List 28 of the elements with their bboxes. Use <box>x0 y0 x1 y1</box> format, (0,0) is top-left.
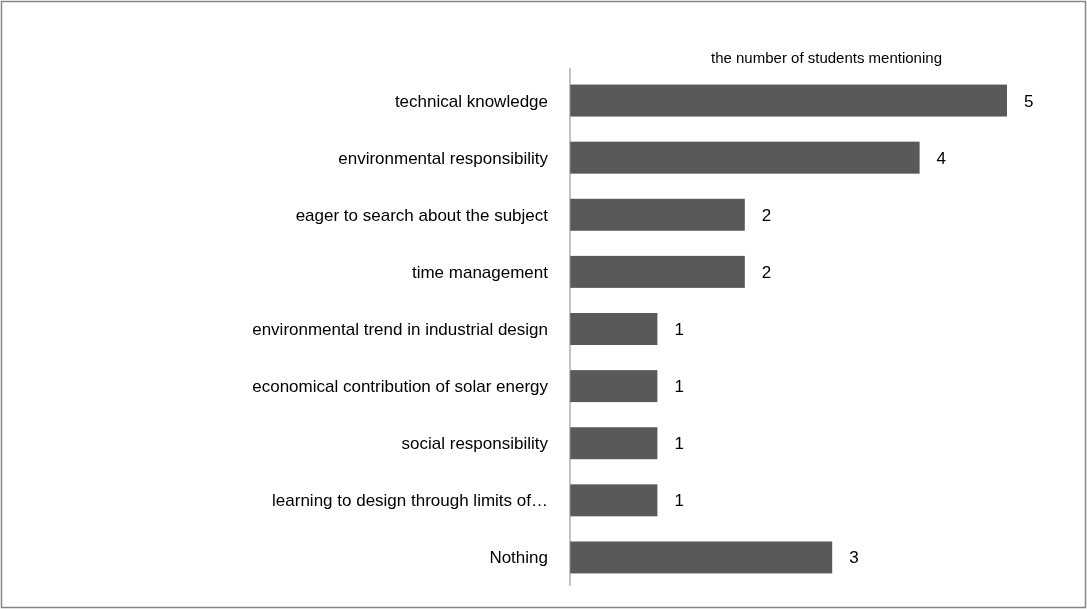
data-label: 1 <box>674 434 684 454</box>
bar <box>570 84 1007 117</box>
bar <box>570 541 833 574</box>
y-tick-label: time management <box>411 262 549 282</box>
data-label: 4 <box>936 148 947 168</box>
data-label: 2 <box>761 262 772 282</box>
bar <box>570 255 745 288</box>
bar <box>570 313 658 345</box>
data-label: 5 <box>1024 91 1034 111</box>
bar <box>570 198 745 231</box>
bar <box>570 427 658 460</box>
y-tick-label: technical knowledge <box>394 91 548 111</box>
y-tick-label: social responsibility <box>401 434 549 454</box>
y-tick-label: Nothing <box>489 548 548 568</box>
bar <box>570 370 658 403</box>
x-axis-title: the number of students mentioning <box>711 49 942 66</box>
data-label: 1 <box>674 319 684 339</box>
data-label: 1 <box>674 491 684 511</box>
y-tick-label: economical contribution of solar energy <box>252 377 549 397</box>
y-tick-label: learning to design through limits of… <box>272 491 548 511</box>
bar <box>570 141 920 174</box>
y-tick-label: environmental responsibility <box>338 148 549 168</box>
data-label: 1 <box>674 377 684 397</box>
y-tick-label: eager to search about the subject <box>295 205 549 225</box>
data-label: 3 <box>849 548 859 568</box>
data-label: 2 <box>761 205 772 225</box>
bar <box>570 484 658 517</box>
y-tick-label: environmental trend in industrial design <box>252 319 548 339</box>
